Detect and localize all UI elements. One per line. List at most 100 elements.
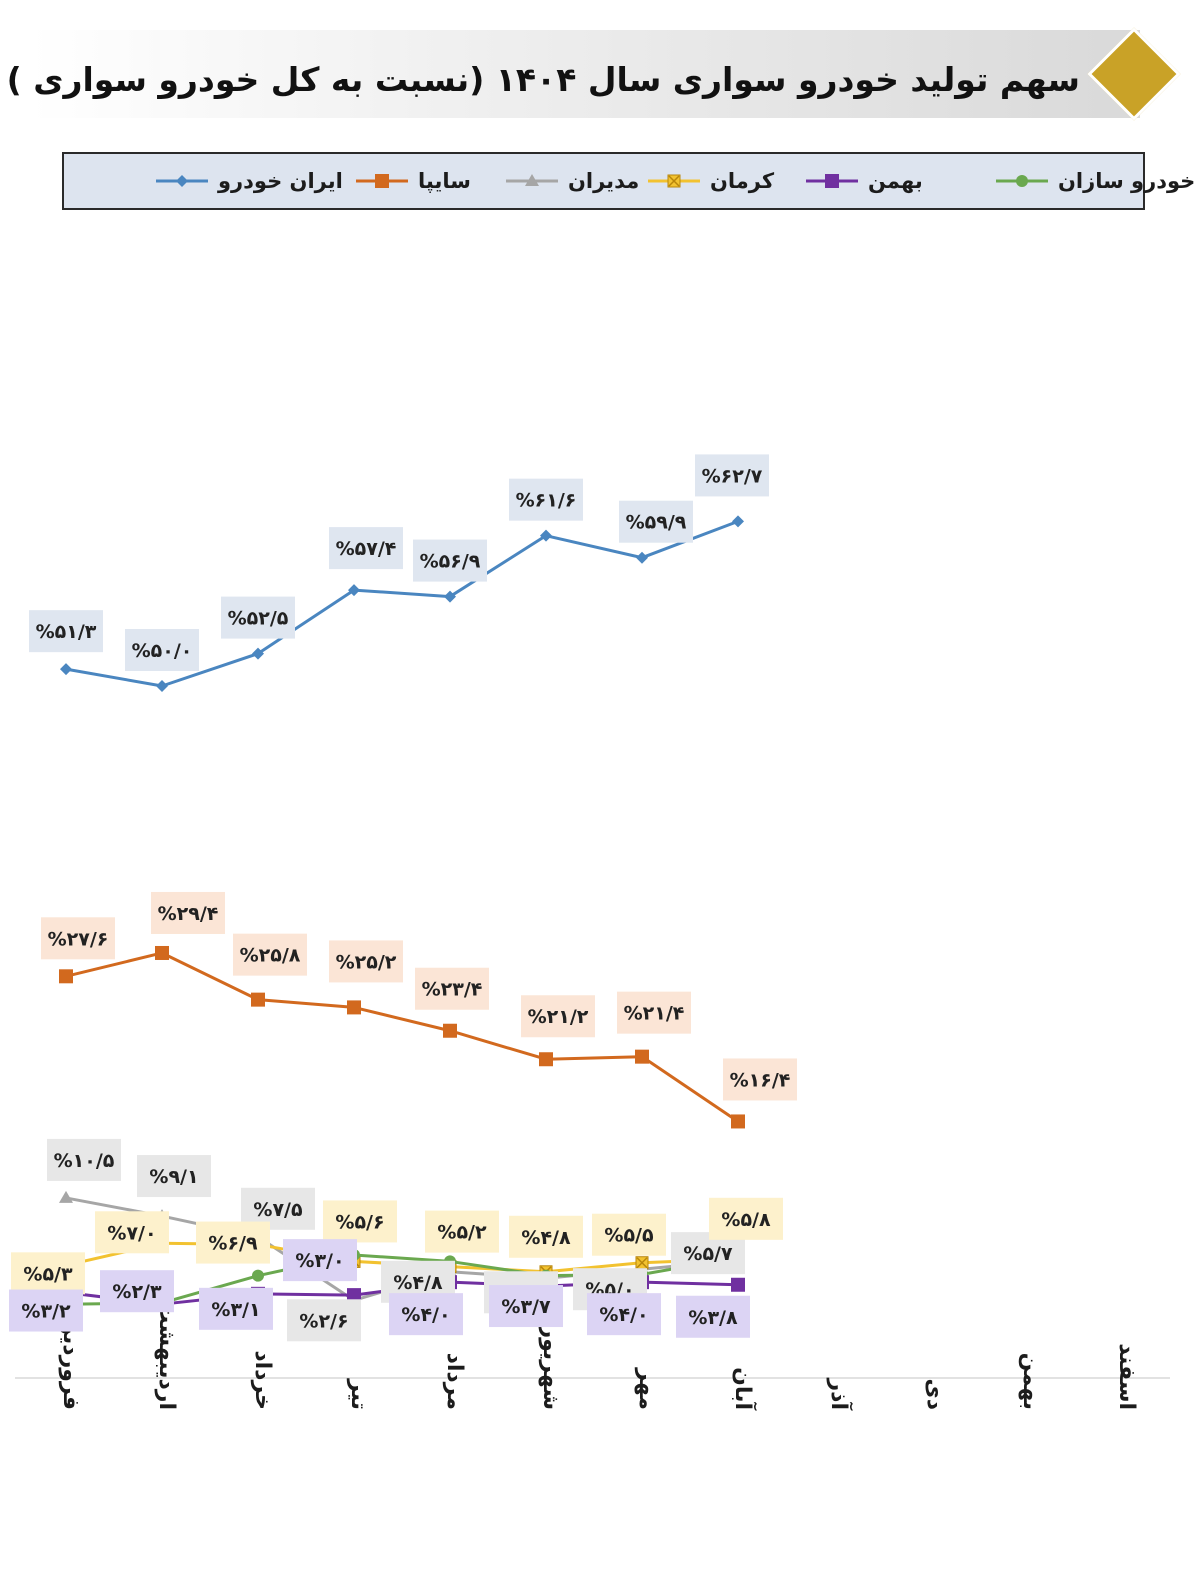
data-point-saipa (251, 992, 265, 1007)
legend-item-bahman: بهمن (804, 154, 923, 208)
data-point-iran_khodro (348, 584, 360, 597)
x-tick-label: آذر (826, 1378, 854, 1411)
data-label-modiran: %۲/۶ (287, 1299, 361, 1342)
svg-text:%۹/۱: %۹/۱ (149, 1166, 198, 1188)
svg-text:%۲۷/۶: %۲۷/۶ (48, 928, 109, 950)
legend-swatch-modiran (506, 174, 558, 186)
svg-text:%۵۷/۴: %۵۷/۴ (336, 538, 397, 560)
legend-label: سایر خودرو سازان (1058, 169, 1200, 193)
data-label-saipa: %۱۶/۴ (723, 1058, 797, 1101)
data-point-saipa (731, 1114, 745, 1129)
data-point-saipa (443, 1023, 457, 1038)
svg-text:%۲/۶: %۲/۶ (299, 1310, 348, 1332)
legend-marker-iran_khodro (176, 175, 188, 187)
data-label-iran_khodro: %۶۱/۶ (509, 478, 583, 521)
data-point-iran_khodro (156, 680, 168, 692)
svg-text:%۴/۸: %۴/۸ (393, 1272, 443, 1294)
legend-marker-modiran (525, 174, 539, 186)
data-label-saipa: %۲۷/۶ (41, 917, 115, 960)
x-tick-label: اسفند (1114, 1343, 1139, 1410)
svg-text:%۶/۹: %۶/۹ (208, 1233, 258, 1255)
svg-text:%۵۰/۰: %۵۰/۰ (132, 640, 193, 662)
svg-text:%۳/۰: %۳/۰ (295, 1250, 344, 1272)
data-label-iran_khodro: %۵۹/۹ (619, 500, 693, 543)
data-label-iran_khodro: %۵۰/۰ (125, 629, 199, 671)
svg-text:%۵۱/۳: %۵۱/۳ (36, 621, 97, 643)
legend-swatch-other (996, 175, 1048, 187)
svg-text:%۴/۰: %۴/۰ (401, 1304, 450, 1326)
svg-text:%۵/۶: %۵/۶ (335, 1211, 384, 1233)
svg-text:%۵/۲: %۵/۲ (437, 1222, 487, 1244)
legend-item-other: سایر خودرو سازان (994, 154, 1200, 208)
legend-label: سایپا (418, 169, 471, 193)
data-label-bahman: %۳/۱ (199, 1287, 273, 1330)
legend-label: مدیران (568, 169, 640, 193)
svg-text:%۵۶/۹: %۵۶/۹ (420, 551, 481, 573)
svg-text:%۴/۸: %۴/۸ (521, 1227, 571, 1249)
data-label-bahman: %۲/۳ (100, 1270, 174, 1313)
data-point-iran_khodro (732, 515, 744, 528)
x-tick-label: شهریور (538, 1324, 563, 1410)
data-point-saipa (347, 1000, 361, 1015)
legend-swatch-kerman (648, 174, 700, 188)
svg-text:%۵/۸: %۵/۸ (721, 1209, 771, 1231)
svg-text:%۱۰/۵: %۱۰/۵ (54, 1150, 115, 1172)
svg-text:%۳/۲: %۳/۲ (21, 1301, 71, 1323)
data-point-iran_khodro (252, 647, 264, 660)
svg-text:%۲۹/۴: %۲۹/۴ (158, 903, 219, 925)
legend-label: بهمن (868, 169, 923, 193)
data-label-iran_khodro: %۵۲/۵ (221, 596, 295, 639)
svg-text:%۲۱/۲: %۲۱/۲ (528, 1006, 589, 1028)
data-point-other (252, 1269, 264, 1282)
data-label-kerman: %۷/۰ (95, 1211, 169, 1254)
data-point-iran_khodro (444, 590, 456, 603)
svg-text:%۵/۳: %۵/۳ (23, 1263, 73, 1285)
data-point-saipa (635, 1049, 649, 1064)
data-label-kerman: %۴/۸ (509, 1215, 583, 1258)
series-saipa (59, 945, 745, 1129)
data-label-saipa: %۲۱/۴ (617, 991, 691, 1034)
data-point-modiran (59, 1190, 73, 1203)
svg-text:%۲۵/۲: %۲۵/۲ (336, 951, 397, 973)
data-label-kerman: %۵/۳ (11, 1252, 85, 1295)
svg-text:%۲۳/۴: %۲۳/۴ (422, 979, 483, 1001)
svg-text:%۶۱/۶: %۶۱/۶ (516, 490, 577, 512)
title-banner (30, 30, 1140, 118)
legend-label: ایران خودرو (218, 169, 343, 193)
svg-text:%۲۵/۸: %۲۵/۸ (240, 945, 301, 967)
data-label-bahman: %۴/۰ (389, 1293, 463, 1336)
data-label-bahman: %۳/۷ (489, 1285, 563, 1328)
legend-marker-saipa (375, 174, 389, 188)
legend-label: کرمان (710, 169, 775, 193)
data-point-iran_khodro (636, 551, 648, 564)
svg-text:%۶۲/۷: %۶۲/۷ (702, 465, 763, 487)
legend-item-modiran: مدیران (504, 154, 639, 208)
data-point-saipa (155, 945, 169, 960)
data-label-bahman: %۳/۰ (283, 1239, 357, 1282)
data-label-iran_khodro: %۵۷/۴ (329, 527, 403, 570)
data-point-saipa (539, 1052, 553, 1067)
x-tick-label: آبان (730, 1367, 758, 1410)
svg-text:%۳/۱: %۳/۱ (211, 1299, 260, 1321)
data-label-bahman: %۴/۰ (587, 1293, 661, 1336)
svg-text:%۳/۷: %۳/۷ (501, 1296, 551, 1318)
x-tick-label: تیر (346, 1378, 371, 1410)
legend: سایر خودرو سازان بهمن کرمان مدیران سایپا ایرا… (62, 152, 1200, 210)
x-tick-label: مهر (634, 1367, 659, 1410)
svg-text:%۵/۵: %۵/۵ (604, 1225, 654, 1247)
svg-text:%۵۲/۵: %۵۲/۵ (228, 608, 289, 630)
data-label-modiran: %۱۰/۵ (47, 1138, 121, 1181)
data-point-bahman (347, 1288, 361, 1303)
series-iran_khodro (60, 515, 744, 692)
x-tick-label: بهمن (1018, 1353, 1043, 1410)
data-point-saipa (59, 969, 73, 984)
data-label-bahman: %۳/۸ (676, 1295, 750, 1338)
svg-text:%۵/۷: %۵/۷ (683, 1243, 733, 1265)
svg-text:%۱۶/۴: %۱۶/۴ (730, 1069, 791, 1091)
legend-swatch-saipa (356, 174, 408, 188)
legend-swatch-bahman (806, 174, 858, 188)
svg-text:%۷/۰: %۷/۰ (107, 1222, 156, 1244)
series-line-iran_khodro (65, 520, 739, 688)
data-label-saipa: %۲۹/۴ (151, 891, 225, 934)
data-label-modiran: %۹/۱ (137, 1155, 211, 1198)
